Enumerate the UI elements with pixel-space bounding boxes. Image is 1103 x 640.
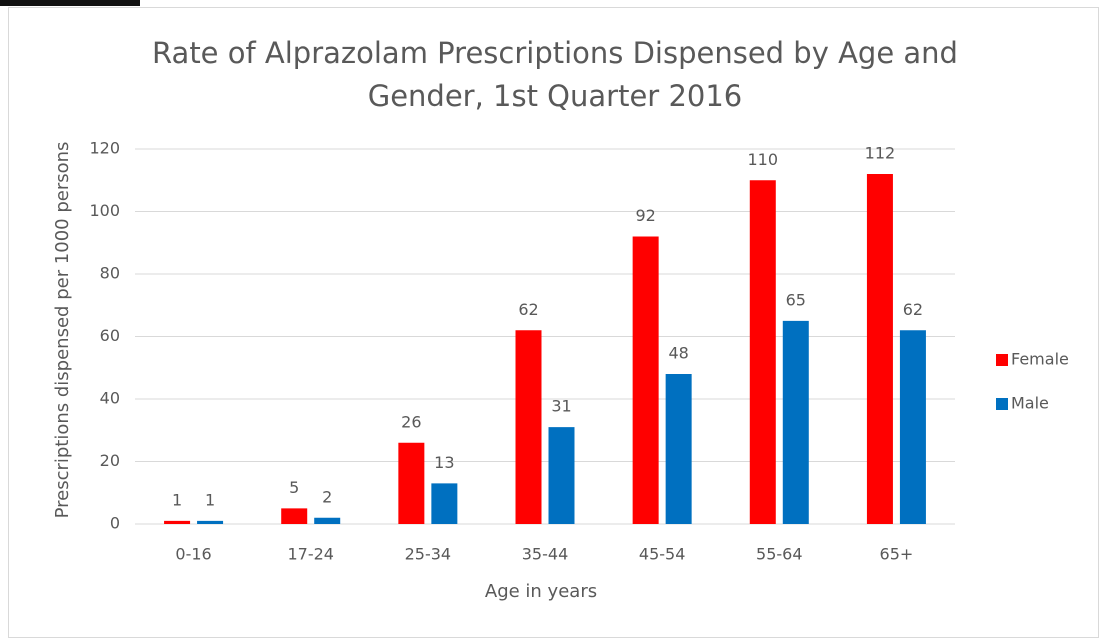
data-label: 48: [668, 344, 688, 363]
y-tick-label: 80: [100, 264, 120, 283]
y-axis-title: Prescriptions dispensed per 1000 persons: [52, 142, 73, 519]
bar: [281, 508, 308, 524]
bar: [314, 517, 341, 524]
data-label: 62: [903, 300, 923, 319]
data-label: 5: [289, 478, 299, 497]
bar: [515, 330, 542, 524]
x-axis-title: Age in years: [485, 581, 597, 602]
top-bar: [0, 0, 140, 6]
y-tick-label: 120: [89, 139, 120, 158]
x-tick-label: 0-16: [175, 545, 211, 564]
data-label: 26: [401, 412, 421, 431]
y-tick-label: 40: [100, 389, 120, 408]
data-label: 92: [635, 206, 655, 225]
x-tick-label: 55-64: [756, 545, 803, 564]
bar: [197, 520, 224, 524]
bar: [899, 330, 926, 524]
data-label: 112: [865, 144, 896, 163]
legend-swatch: [996, 398, 1008, 410]
data-label: 1: [205, 490, 215, 509]
data-label: 110: [748, 150, 779, 169]
bar: [548, 427, 575, 524]
y-tick-label: 0: [110, 514, 120, 533]
bar: [866, 174, 893, 524]
data-label: 31: [551, 397, 571, 416]
data-label: 2: [322, 487, 332, 506]
x-tick-label: 45-54: [639, 545, 686, 564]
x-tick-label: 25-34: [405, 545, 452, 564]
x-tick-label: 35-44: [522, 545, 569, 564]
y-tick-label: 100: [89, 201, 120, 220]
bar: [782, 320, 809, 524]
chart-title: Rate of Alprazolam Prescriptions Dispens…: [152, 36, 958, 113]
chart-frame: [8, 7, 1099, 638]
bar: [164, 520, 191, 524]
legend-label: Male: [1011, 394, 1049, 413]
legend-label: Female: [1011, 350, 1069, 369]
bar: [632, 236, 659, 524]
bar: [398, 442, 425, 524]
data-label: 13: [434, 453, 454, 472]
legend-swatch: [996, 354, 1008, 366]
y-tick-label: 60: [100, 326, 120, 345]
data-label: 65: [786, 290, 806, 309]
bar: [749, 180, 776, 524]
data-label: 1: [172, 490, 182, 509]
bar: [431, 483, 458, 524]
data-label: 62: [518, 300, 538, 319]
bar: [665, 374, 692, 524]
y-tick-label: 20: [100, 451, 120, 470]
x-tick-label: 65+: [880, 545, 914, 564]
x-tick-label: 17-24: [287, 545, 334, 564]
